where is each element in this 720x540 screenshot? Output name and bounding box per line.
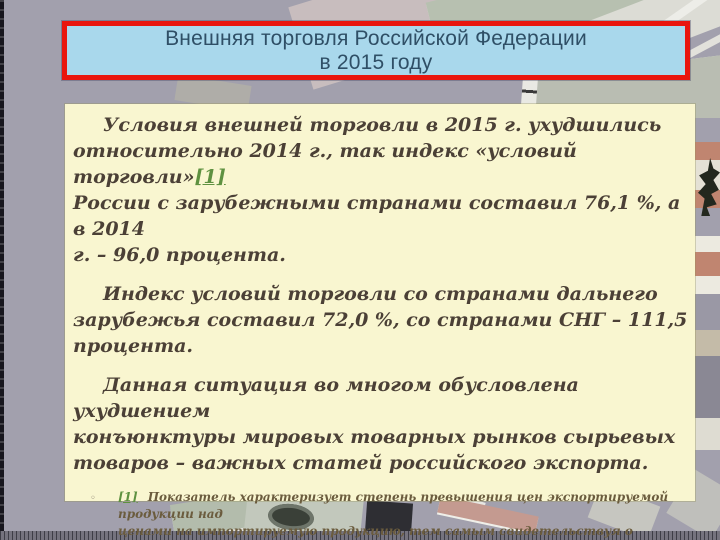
paragraph-text: России с зарубежными странами составил 7…: [73, 192, 681, 266]
footnote-text: Показатель характеризует степень превыше…: [118, 490, 669, 538]
content-text-box: Условия внешней торговли в 2015 г. ухудш…: [65, 104, 695, 538]
footnote-number-link[interactable]: [1]: [118, 490, 138, 504]
slide-title: Внешняя торговля Российской Федерации в …: [165, 26, 587, 74]
paragraph-index-values: Индекс условий торговли со странами даль…: [73, 283, 688, 357]
paragraph-market-situation: Данная ситуация во многом обусловлена ух…: [73, 374, 676, 474]
bottom-shelf-strip: [0, 531, 720, 540]
footnote: ◦ [1] Показатель характеризует степень пре…: [90, 489, 689, 540]
slide-title-box: Внешняя торговля Российской Федерации в …: [62, 21, 690, 80]
paragraph-trade-conditions: Условия внешней торговли в 2015 г. ухудш…: [73, 112, 689, 268]
footnote-ref-link[interactable]: [1]: [194, 166, 226, 188]
left-edge-strip: [0, 0, 4, 540]
footnote-bullet: ◦: [90, 493, 96, 504]
paragraph-text: Условия внешней торговли в 2015 г. ухудш…: [73, 114, 662, 188]
